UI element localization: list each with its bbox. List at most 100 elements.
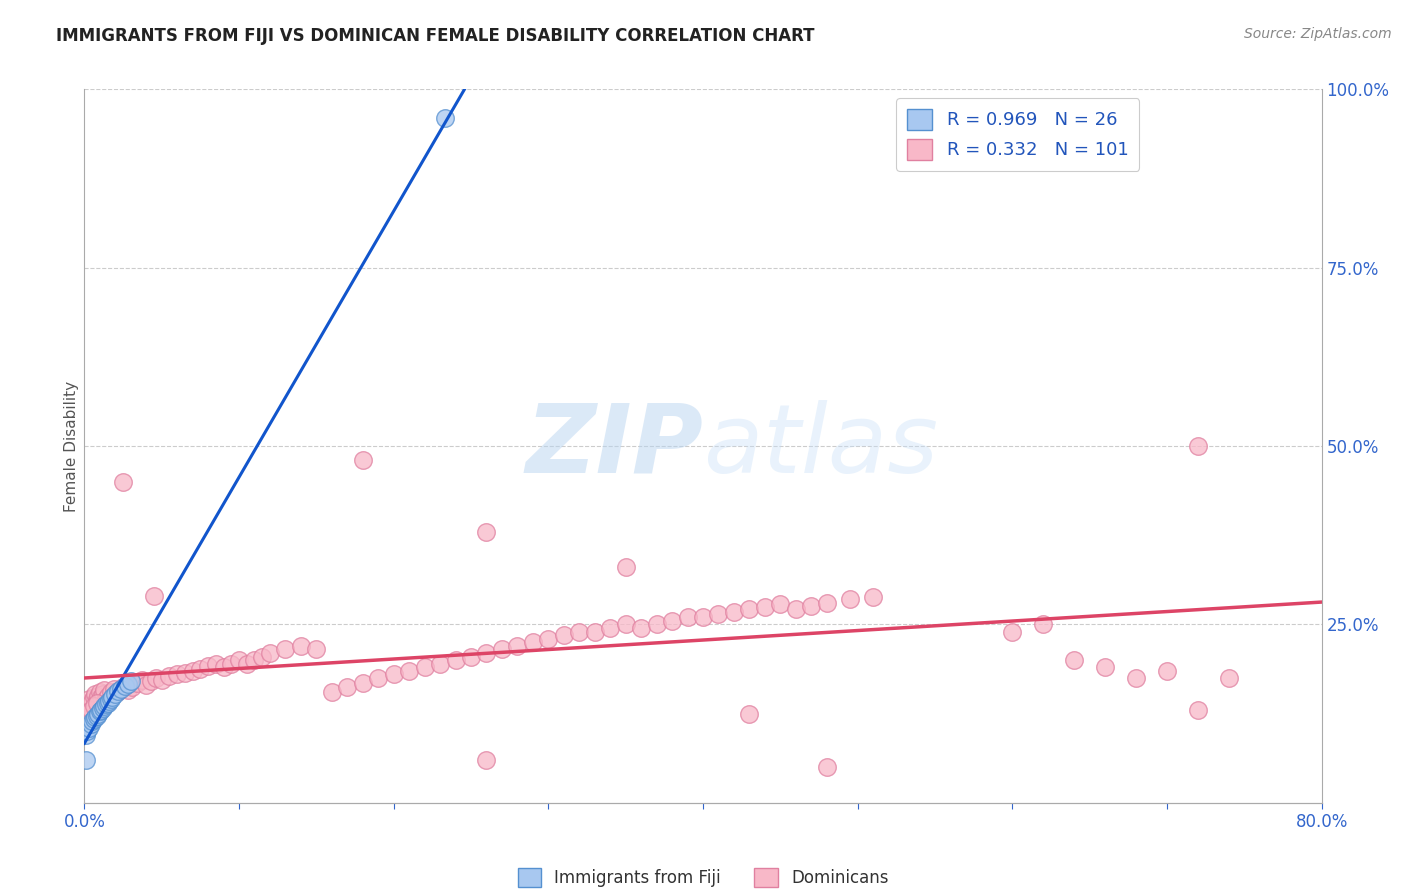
Point xyxy=(236,657,259,671)
Legend: Immigrants from Fiji, Dominicans: Immigrants from Fiji, Dominicans xyxy=(510,861,896,892)
Point xyxy=(290,639,312,653)
Point xyxy=(120,674,142,689)
Point xyxy=(77,692,100,706)
Point xyxy=(166,667,188,681)
Text: Source: ZipAtlas.com: Source: ZipAtlas.com xyxy=(1244,27,1392,41)
Point xyxy=(87,706,110,721)
Point xyxy=(475,753,498,767)
Point xyxy=(1187,439,1209,453)
Point xyxy=(75,753,97,767)
Point xyxy=(321,685,343,699)
Point xyxy=(101,690,124,705)
Point xyxy=(86,692,108,706)
Point xyxy=(815,596,838,610)
Point xyxy=(86,696,108,710)
Point xyxy=(738,601,761,615)
Point xyxy=(506,639,529,653)
Point xyxy=(108,683,131,698)
Point xyxy=(86,708,108,723)
Point xyxy=(159,669,181,683)
Point xyxy=(76,724,98,739)
Point xyxy=(862,591,884,605)
Point xyxy=(82,694,104,708)
Point xyxy=(352,453,374,467)
Point xyxy=(228,653,250,667)
Point xyxy=(1156,664,1178,678)
Point xyxy=(599,621,621,635)
Point xyxy=(614,560,637,574)
Point xyxy=(460,649,482,664)
Point xyxy=(89,705,111,719)
Point xyxy=(475,524,498,539)
Point xyxy=(97,689,120,703)
Point xyxy=(100,685,122,699)
Point xyxy=(87,689,110,703)
Point xyxy=(83,690,105,705)
Point xyxy=(413,660,436,674)
Point xyxy=(90,703,112,717)
Point xyxy=(125,676,148,690)
Point xyxy=(661,614,683,628)
Point xyxy=(1063,653,1085,667)
Point xyxy=(1187,703,1209,717)
Point xyxy=(79,703,101,717)
Point xyxy=(121,680,143,694)
Point xyxy=(97,696,120,710)
Point xyxy=(433,111,456,125)
Point xyxy=(583,624,606,639)
Point xyxy=(630,621,652,635)
Point xyxy=(84,710,107,724)
Point xyxy=(135,678,157,692)
Point xyxy=(76,696,98,710)
Point xyxy=(444,653,467,667)
Point xyxy=(676,610,699,624)
Point xyxy=(114,680,136,694)
Point xyxy=(143,589,166,603)
Y-axis label: Female Disability: Female Disability xyxy=(63,380,79,512)
Point xyxy=(84,687,107,701)
Point xyxy=(614,617,637,632)
Point xyxy=(839,592,862,607)
Point xyxy=(79,698,101,712)
Point xyxy=(83,699,105,714)
Point xyxy=(76,706,98,721)
Point xyxy=(382,667,405,681)
Point xyxy=(754,599,776,614)
Text: atlas: atlas xyxy=(703,400,938,492)
Point xyxy=(75,699,97,714)
Point xyxy=(336,680,359,694)
Point xyxy=(93,699,115,714)
Point xyxy=(553,628,575,642)
Point xyxy=(352,676,374,690)
Point xyxy=(429,657,451,671)
Point xyxy=(205,657,228,671)
Point xyxy=(181,664,204,678)
Point xyxy=(197,658,219,673)
Point xyxy=(107,684,129,698)
Point xyxy=(91,701,114,715)
Text: ZIP: ZIP xyxy=(524,400,703,492)
Point xyxy=(103,681,125,696)
Point xyxy=(1125,671,1147,685)
Point xyxy=(252,649,274,664)
Point xyxy=(188,662,212,676)
Point xyxy=(131,673,153,687)
Point xyxy=(1001,624,1024,639)
Point xyxy=(79,717,101,731)
Point xyxy=(82,714,104,728)
Point xyxy=(259,646,281,660)
Point xyxy=(77,721,100,735)
Point xyxy=(174,665,197,680)
Point xyxy=(522,635,544,649)
Point xyxy=(83,712,105,726)
Point xyxy=(738,706,761,721)
Point xyxy=(93,683,115,698)
Point xyxy=(723,605,745,619)
Point xyxy=(305,642,328,657)
Point xyxy=(112,680,135,694)
Point xyxy=(692,610,714,624)
Point xyxy=(91,687,114,701)
Point xyxy=(105,685,128,699)
Text: IMMIGRANTS FROM FIJI VS DOMINICAN FEMALE DISABILITY CORRELATION CHART: IMMIGRANTS FROM FIJI VS DOMINICAN FEMALE… xyxy=(56,27,814,45)
Point xyxy=(117,683,139,698)
